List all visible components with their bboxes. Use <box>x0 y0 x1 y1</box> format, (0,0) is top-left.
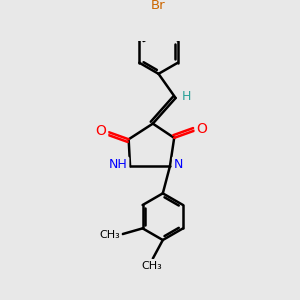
Text: O: O <box>95 124 106 138</box>
Text: CH₃: CH₃ <box>141 261 162 271</box>
Text: H: H <box>182 90 191 103</box>
Text: NH: NH <box>109 158 128 171</box>
Text: Br: Br <box>151 0 166 12</box>
Text: N: N <box>174 158 183 171</box>
Text: O: O <box>196 122 208 136</box>
Text: CH₃: CH₃ <box>99 230 120 241</box>
